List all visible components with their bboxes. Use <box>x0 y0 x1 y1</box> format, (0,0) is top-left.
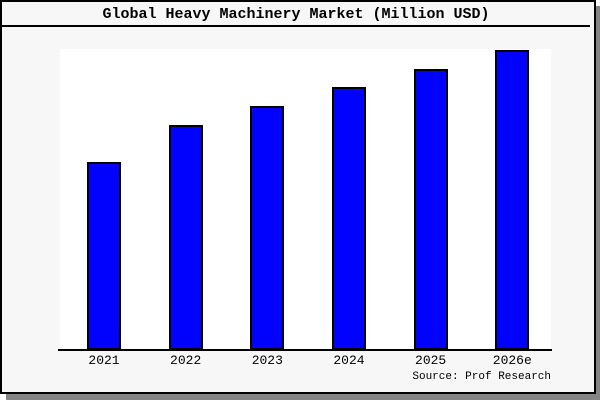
chart-frame: Global Heavy Machinery Market (Million U… <box>0 0 596 394</box>
bar-2026e <box>495 50 530 350</box>
x-tick-label-2022: 2022 <box>170 353 202 368</box>
x-tick-label-2023: 2023 <box>251 353 283 368</box>
bar-2023 <box>250 106 285 350</box>
x-axis-line <box>58 349 552 351</box>
bar-2025 <box>413 69 448 350</box>
plot-area <box>60 49 551 350</box>
x-tick-label-2025: 2025 <box>415 353 447 368</box>
bar-2022 <box>168 125 203 350</box>
source-attribution: Source: Prof Research <box>412 371 551 383</box>
bar-2021 <box>87 162 121 350</box>
x-tick-label-2021: 2021 <box>88 353 120 368</box>
bar-2024 <box>331 87 366 350</box>
x-tick-label-2026e: 2026e <box>492 353 532 368</box>
chart-title: Global Heavy Machinery Market (Million U… <box>2 2 590 27</box>
x-tick-label-2024: 2024 <box>333 353 365 368</box>
